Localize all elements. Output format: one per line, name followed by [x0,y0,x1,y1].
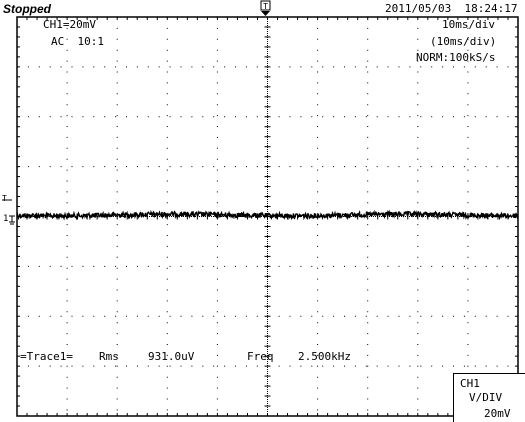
trigger-level-label: T [2,194,7,203]
ch1-trace [16,209,519,221]
trigger-position-marker: T [260,0,271,16]
channel-scale: CH1=20mV [43,18,96,31]
channel-coupling: AC 10:1 [51,35,104,48]
ch-box-channel: CH1 [460,377,480,390]
ch-box-vdiv: V/DIV [469,391,503,404]
sample-mode: NORM:100kS/s [416,51,496,64]
timebase-div: 10ms/div [442,18,495,31]
date-time: 2011/05/03 18:24:17 [385,2,518,15]
ch1-ground-marker: 1 [3,214,15,225]
ch1-ground-label: 1 [3,214,8,224]
rms-value: 931.0uV [148,350,195,363]
freq-value: 2.500kHz [298,350,351,363]
trigger-position-label: T [263,2,268,11]
ch-box-value: 20mV [484,407,511,420]
rms-label: Rms [99,350,119,363]
acquisition-status: Stopped [3,2,51,16]
timebase-div-paren: (10ms/div) [430,35,497,48]
trigger-level-marker: T [2,194,12,203]
measurement-label: =Trace1= [20,350,73,363]
freq-label: Freq [247,350,274,363]
ch1-vdiv-box[interactable]: CH1 V/DIV 20mV [453,373,525,422]
